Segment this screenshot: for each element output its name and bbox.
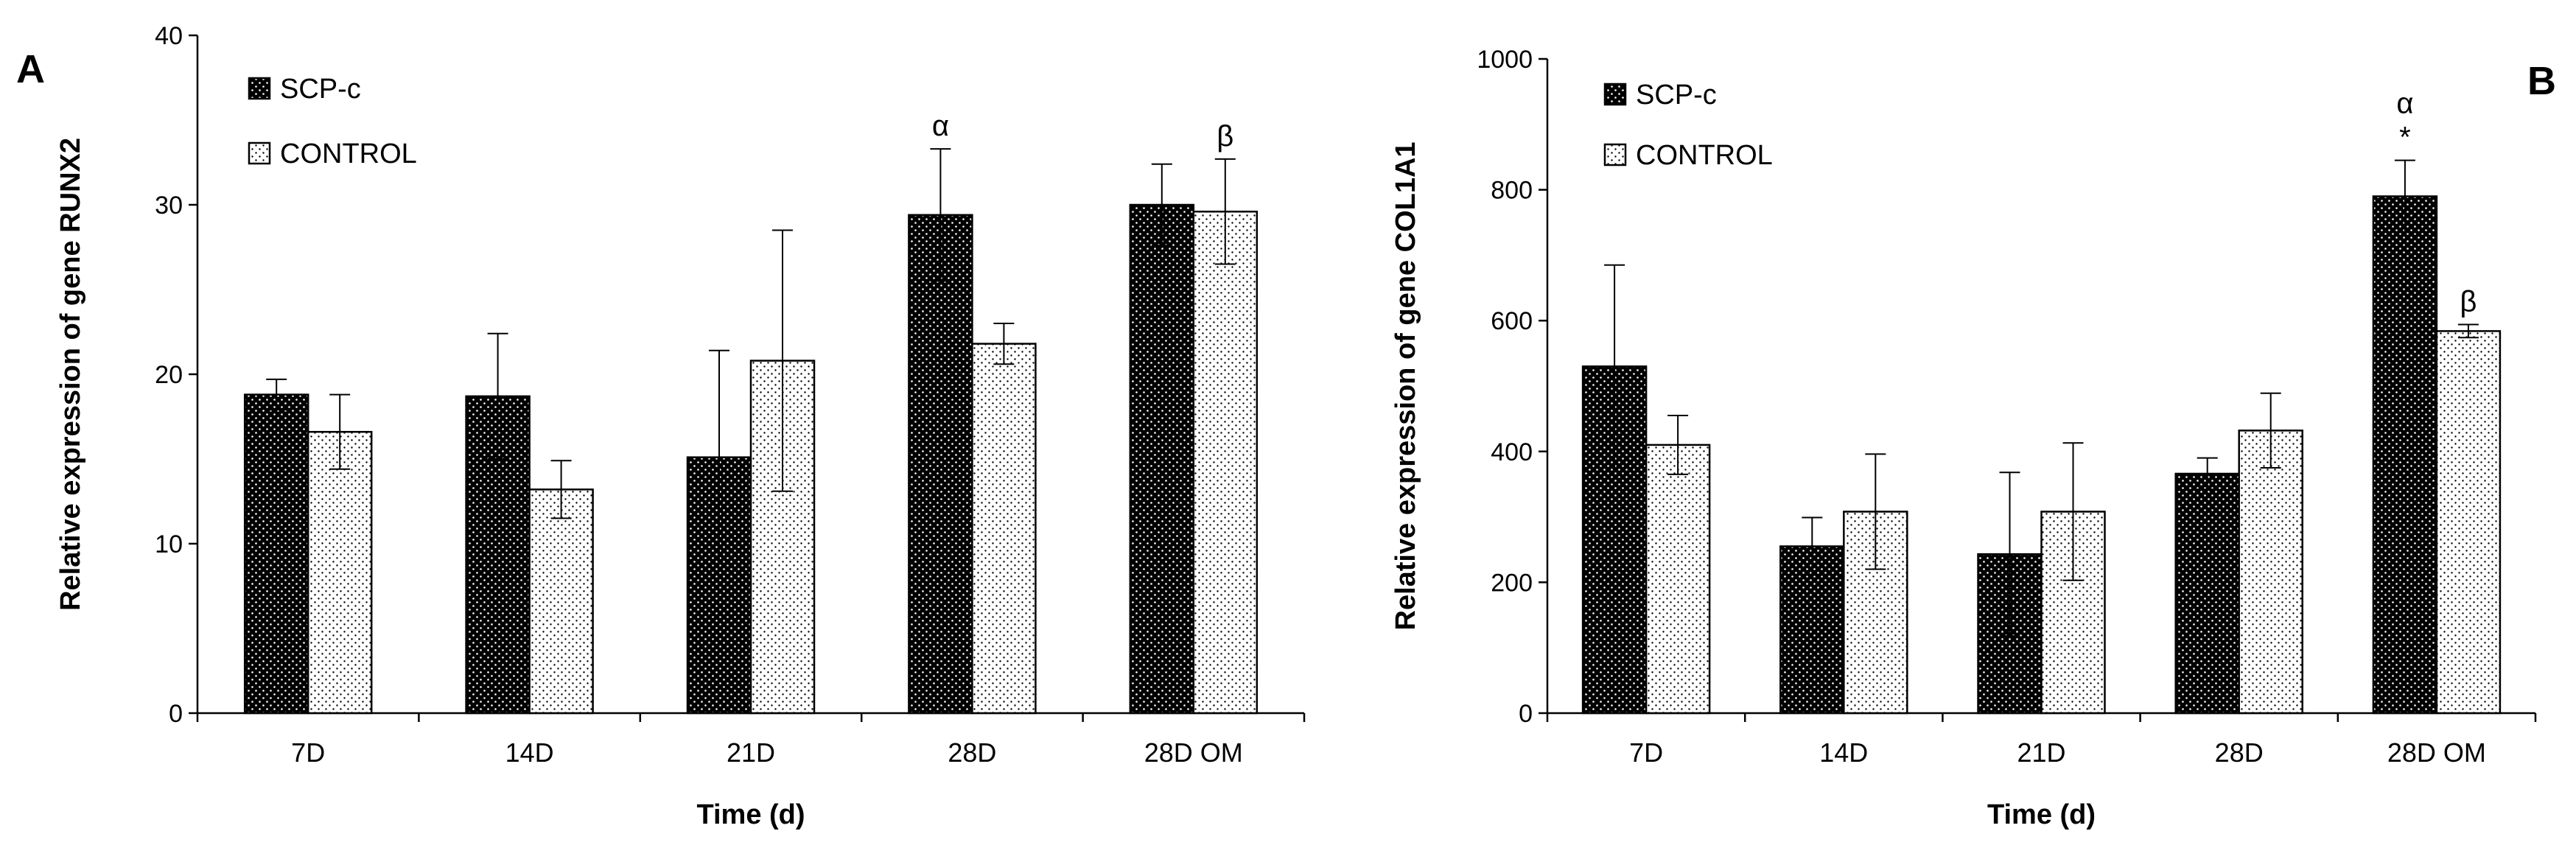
significance-annotation: * bbox=[2399, 122, 2411, 154]
x-tick-label: 28D bbox=[948, 737, 996, 768]
y-tick-label: 20 bbox=[155, 361, 183, 389]
x-tick-label: 7D bbox=[291, 737, 325, 768]
legend-swatch bbox=[248, 77, 271, 100]
y-tick-label: 400 bbox=[1491, 438, 1533, 466]
y-tick-label: 600 bbox=[1491, 307, 1533, 335]
panel-label: B bbox=[2527, 59, 2556, 103]
legend-swatch bbox=[248, 141, 271, 165]
x-tick-label: 28D OM bbox=[1144, 737, 1243, 768]
panel-label: A bbox=[16, 47, 45, 91]
bar-scp-c bbox=[1129, 203, 1195, 715]
legend-label: CONTROL bbox=[1636, 140, 1773, 171]
y-tick-label: 800 bbox=[1491, 177, 1533, 205]
significance-annotation: β bbox=[1217, 120, 1233, 152]
bar-control bbox=[1192, 210, 1259, 715]
legend-label: SCP-c bbox=[1636, 80, 1717, 111]
bar-scp-c bbox=[908, 214, 973, 715]
significance-annotation: α bbox=[2396, 88, 2413, 120]
x-tick-label: 7D bbox=[1629, 737, 1663, 768]
legend-swatch bbox=[1603, 143, 1627, 166]
x-tick-label: 28D OM bbox=[2387, 737, 2486, 768]
bar-scp-c bbox=[2372, 195, 2438, 715]
legend-label: CONTROL bbox=[280, 139, 417, 169]
y-axis-title: Relative expression of gene COL1A1 bbox=[1390, 141, 1421, 630]
bar-control bbox=[307, 430, 373, 715]
chart-panel-b: 0 200 400 600 800 1000 7D 14D 21D 28D 28D OM α* β SCP… bbox=[1390, 46, 2556, 830]
bar-control bbox=[2435, 330, 2502, 715]
bar-control bbox=[971, 343, 1037, 715]
x-axis-title: Time (d) bbox=[1987, 799, 2096, 830]
y-tick-label: 10 bbox=[155, 530, 183, 558]
bar-scp-c bbox=[2174, 472, 2240, 715]
significance-annotation: β bbox=[2460, 286, 2477, 318]
x-tick-label: 14D bbox=[505, 737, 554, 768]
x-axis-title: Time (d) bbox=[696, 799, 805, 830]
y-tick-label: 40 bbox=[155, 22, 183, 50]
bar-control bbox=[1645, 443, 1711, 715]
bar-control bbox=[528, 488, 594, 715]
bar-scp-c bbox=[465, 395, 531, 715]
x-tick-label: 14D bbox=[1819, 737, 1868, 768]
bar-scp-c bbox=[243, 393, 309, 715]
legend-label: SCP-c bbox=[280, 74, 361, 105]
y-tick-label: 200 bbox=[1491, 569, 1533, 597]
x-tick-label: 21D bbox=[2017, 737, 2065, 768]
x-tick-label: 28D bbox=[2215, 737, 2264, 768]
significance-annotation: α bbox=[932, 110, 949, 142]
bar-control bbox=[2238, 430, 2303, 715]
y-tick-label: 0 bbox=[169, 700, 183, 728]
chart-panel-a: 0 10 20 30 40 7D 14D 21D 28D 28D OM α β SCP-c CONTROL… bbox=[16, 22, 1306, 830]
legend-swatch bbox=[1603, 83, 1627, 106]
y-tick-label: 30 bbox=[155, 192, 183, 220]
y-axis-title: Relative expression of gene RUNX2 bbox=[55, 138, 86, 611]
x-tick-label: 21D bbox=[727, 737, 775, 768]
y-tick-label: 0 bbox=[1519, 700, 1533, 728]
y-tick-label: 1000 bbox=[1477, 46, 1533, 74]
